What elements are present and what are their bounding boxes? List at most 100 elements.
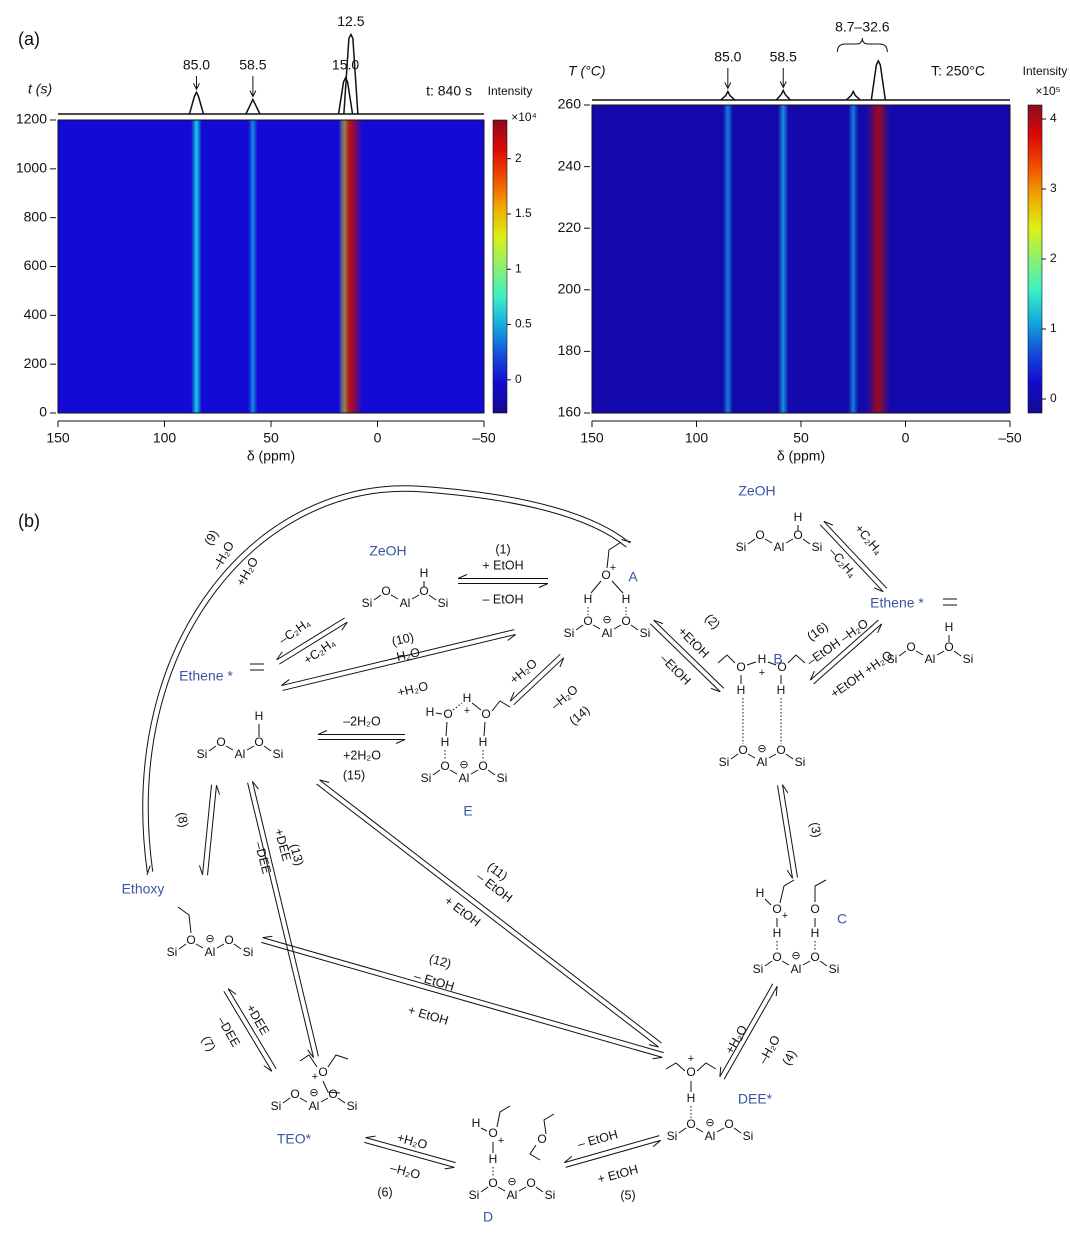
y-tick-label: 1000 <box>16 160 47 176</box>
atom: O <box>906 640 915 654</box>
colorbar-tick-label: 2 <box>1050 251 1057 265</box>
bond <box>802 960 811 966</box>
bond <box>764 960 773 967</box>
bond <box>208 745 217 752</box>
arrowhead <box>263 1065 273 1072</box>
atom: Si <box>545 1188 556 1202</box>
y-tick-label: 0 <box>39 404 47 420</box>
atom: O <box>810 902 819 916</box>
colorbar-multiplier: ×10⁵ <box>1035 84 1060 98</box>
species-label: ZeOH <box>738 483 775 499</box>
atom: H <box>945 620 954 634</box>
arrow <box>723 985 778 1080</box>
reaction-number: (4) <box>780 1048 800 1068</box>
reaction-label: – EtOH <box>413 969 456 994</box>
atom: H <box>426 705 435 719</box>
atom: Si <box>564 626 575 640</box>
colorbar-tick-label: 1 <box>515 261 522 275</box>
y-tick-label: 200 <box>558 281 582 297</box>
reaction-number: (5) <box>620 1188 635 1202</box>
atom: O <box>419 584 428 598</box>
reaction-number: (16) <box>804 619 830 643</box>
atom: O <box>381 584 390 598</box>
arrowhead <box>823 520 834 526</box>
bond <box>373 594 382 601</box>
arrowhead <box>782 784 789 794</box>
arrow <box>823 520 888 589</box>
atom: O <box>776 743 785 757</box>
bond <box>337 1097 346 1104</box>
bond <box>613 624 622 630</box>
arrowhead <box>559 657 565 668</box>
atom: O <box>481 707 490 721</box>
arrowhead <box>444 1166 455 1170</box>
atom: H <box>737 683 746 697</box>
arrow <box>319 779 662 1044</box>
ethyl <box>606 541 622 569</box>
ethyl <box>327 1054 349 1068</box>
arrowhead <box>252 781 259 790</box>
bond <box>428 594 437 601</box>
atom: H <box>811 926 820 940</box>
colorbar-tick-label: 1 <box>1050 321 1057 335</box>
atom: Si <box>243 945 254 959</box>
reaction-label: +DEE <box>272 827 294 863</box>
bond <box>785 753 794 760</box>
x-tick-label: 50 <box>263 430 279 446</box>
arrowhead <box>365 1135 376 1139</box>
reaction-number: (10) <box>390 630 415 649</box>
arrow <box>564 1135 660 1164</box>
peak-label: 15.0 <box>332 57 359 73</box>
atom: O <box>621 614 630 628</box>
reaction-number: (9) <box>202 528 222 548</box>
bond <box>518 1186 527 1192</box>
bond <box>936 650 945 656</box>
reaction-number: (1) <box>495 542 510 556</box>
ethyl <box>665 1062 686 1072</box>
bond <box>178 943 187 950</box>
bond <box>819 960 828 967</box>
arrowhead <box>319 779 330 783</box>
reaction-number: (8) <box>174 811 190 828</box>
x-tick-label: 150 <box>580 430 604 446</box>
atom: O <box>488 1176 497 1190</box>
arrow <box>649 623 721 693</box>
heatmap-band <box>191 120 202 413</box>
atom: H <box>773 926 782 940</box>
bond <box>233 943 242 950</box>
bond <box>449 769 458 775</box>
spectrum-peak <box>720 89 736 101</box>
reaction-label: –C₂H₄ <box>276 616 313 648</box>
bond <box>470 769 479 775</box>
bond <box>195 943 204 949</box>
peak-label: 12.5 <box>337 13 364 29</box>
arrow <box>719 983 774 1078</box>
atom: Si <box>743 1129 754 1143</box>
y-tick-label: 200 <box>24 355 48 371</box>
reaction-number: (15) <box>343 768 365 782</box>
ethyl <box>543 1113 555 1135</box>
atom: O <box>224 933 233 947</box>
bond <box>487 769 496 776</box>
atom: H <box>622 592 631 606</box>
ethyl <box>299 1054 318 1068</box>
x-tick-label: 100 <box>153 430 177 446</box>
heatmap-band <box>866 105 891 413</box>
y-tick-label: 400 <box>24 306 48 322</box>
x-tick-label: 50 <box>793 430 809 446</box>
reaction-number: (14) <box>567 703 593 728</box>
bond <box>480 1127 488 1132</box>
reaction-number: (13) <box>287 842 306 867</box>
bond <box>592 624 601 630</box>
species-label: Ethoxy <box>122 881 165 897</box>
h-bond <box>452 702 463 711</box>
colorbar-multiplier: ×10⁴ <box>511 110 537 124</box>
ethyl <box>696 1062 717 1072</box>
species-label: C <box>837 911 847 927</box>
species-label: Ethene * <box>179 668 233 684</box>
species-label: A <box>628 569 638 585</box>
bond <box>246 745 255 751</box>
x-axis-label: δ (ppm) <box>777 448 825 464</box>
atom: Si <box>963 652 974 666</box>
